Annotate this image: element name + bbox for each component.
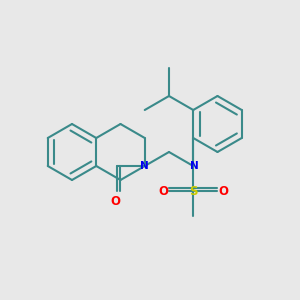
Text: S: S <box>189 185 197 198</box>
Text: N: N <box>190 161 199 171</box>
Text: N: N <box>140 161 149 171</box>
Text: O: O <box>218 185 228 198</box>
Text: O: O <box>111 195 121 208</box>
Text: O: O <box>158 185 168 198</box>
